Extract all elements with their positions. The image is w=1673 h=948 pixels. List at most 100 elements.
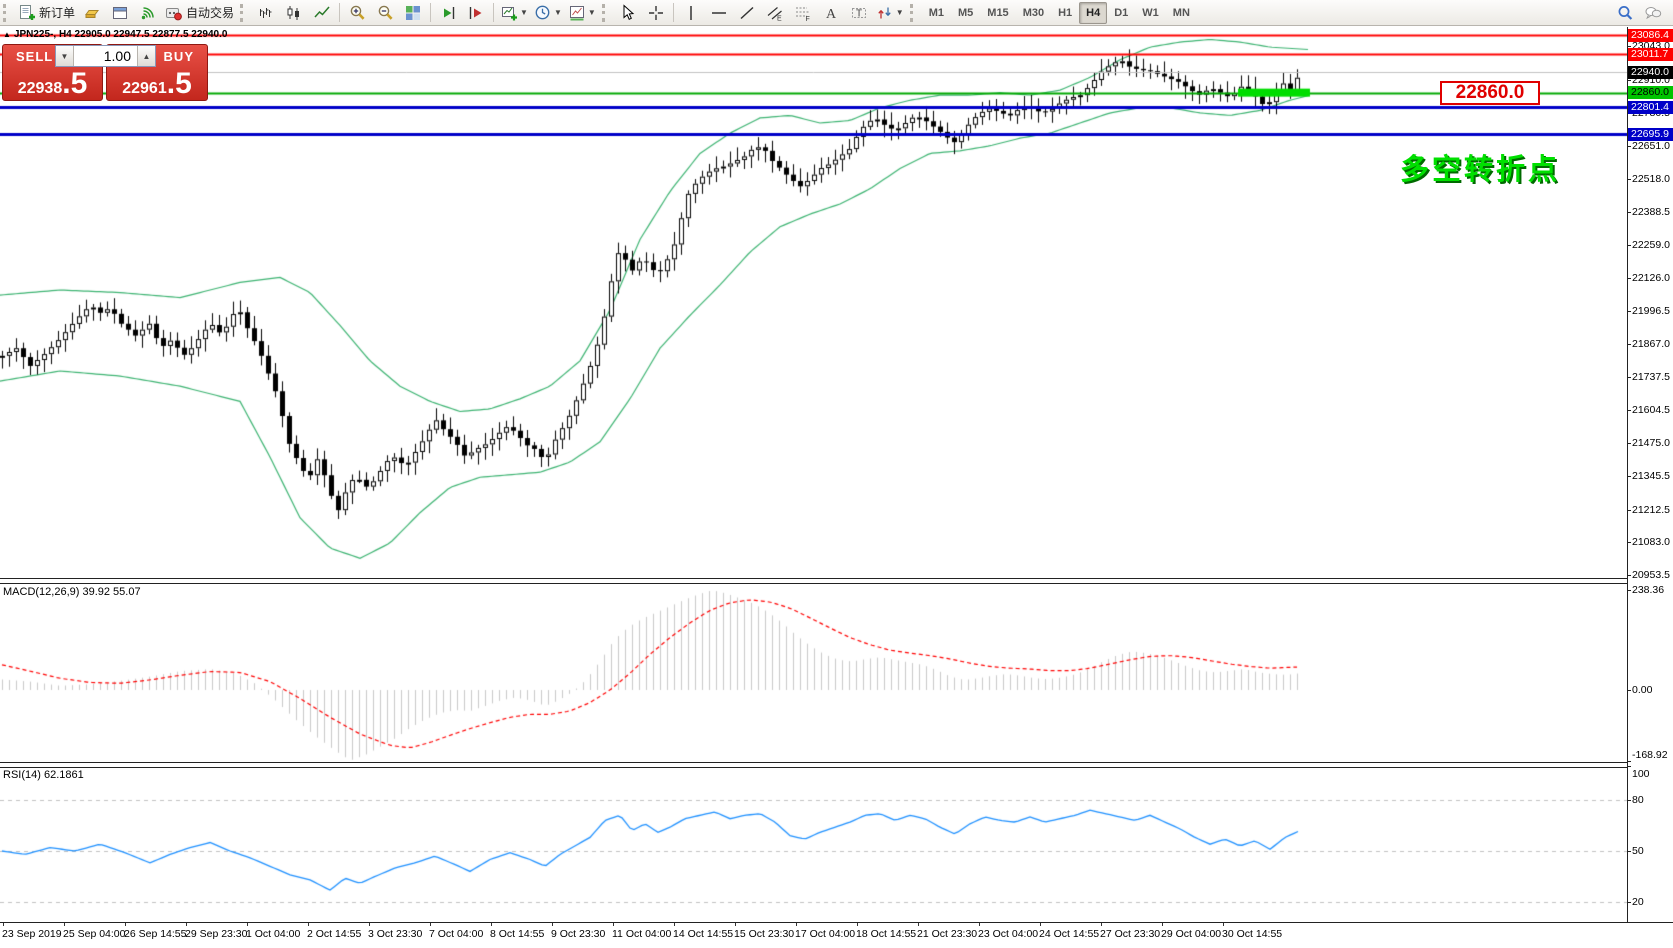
time-axis-tick-mark bbox=[1040, 923, 1041, 926]
autotrading-button[interactable]: 自动交易 bbox=[162, 1, 237, 25]
line-chart-button[interactable] bbox=[308, 1, 336, 25]
rsi-pane-canvas[interactable] bbox=[0, 766, 1627, 922]
tf-d1[interactable]: D1 bbox=[1114, 6, 1129, 19]
time-axis-tick-mark bbox=[3, 923, 4, 926]
tf-h4[interactable]: H4 bbox=[1079, 1, 1108, 24]
price-badge: 22695.9 bbox=[1628, 127, 1673, 141]
turning-point-annotation[interactable]: 多空转折点 bbox=[1400, 154, 1561, 186]
volume-value[interactable]: 1.00 bbox=[103, 48, 131, 64]
volume-stepper: ▼ 1.00 ▲ bbox=[55, 45, 156, 67]
time-axis-tick-mark bbox=[979, 923, 980, 926]
candlestick-chart-button[interactable] bbox=[280, 1, 308, 25]
templates-button[interactable]: ▼ bbox=[565, 1, 599, 25]
price-badge: 22940.0 bbox=[1628, 65, 1673, 79]
signals-button[interactable] bbox=[134, 1, 162, 25]
signal-icon bbox=[139, 4, 157, 22]
label-icon: T bbox=[850, 4, 868, 22]
arrows-icon bbox=[876, 4, 894, 22]
vertical-line-button[interactable] bbox=[677, 1, 705, 25]
chart-shift-button[interactable] bbox=[462, 1, 490, 25]
toolbar: 新订单 自动交易 ▼ ▼ ▼ E F A T ▼ M1 M5 M15 M30 H1 H4 D1 W1 MN bbox=[0, 0, 1673, 26]
macd-axis-tick: 0.00 bbox=[1632, 684, 1653, 696]
price-axis-tick-mark bbox=[1627, 145, 1631, 147]
trendline-button[interactable] bbox=[733, 1, 761, 25]
clock-icon bbox=[534, 4, 552, 22]
price-axis-tick-mark bbox=[1627, 542, 1631, 544]
zoom-out-icon bbox=[376, 4, 394, 22]
volume-increase-button[interactable]: ▲ bbox=[137, 46, 155, 66]
zoom-out-button[interactable] bbox=[371, 1, 399, 25]
toolbar-grip[interactable] bbox=[240, 3, 248, 22]
new-order-button[interactable]: 新订单 bbox=[15, 1, 78, 25]
time-axis-label: 29 Sep 23:30 bbox=[185, 928, 248, 940]
pane-splitter[interactable] bbox=[0, 762, 1627, 768]
price-axis-tick-mark bbox=[1627, 509, 1631, 511]
horizontal-line-button[interactable] bbox=[705, 1, 733, 25]
toolbar-grip[interactable] bbox=[3, 3, 11, 22]
buy-label: BUY bbox=[163, 49, 194, 64]
macd-pane-canvas[interactable] bbox=[0, 582, 1627, 762]
pane-splitter[interactable] bbox=[0, 578, 1627, 584]
chat-button[interactable] bbox=[1639, 1, 1667, 25]
price-level-text-box[interactable]: 22860.0 bbox=[1440, 81, 1540, 105]
tf-w1[interactable]: W1 bbox=[1142, 6, 1159, 19]
rsi-axis-tick-mark bbox=[1627, 902, 1631, 903]
price-axis-tick: 21212.5 bbox=[1632, 503, 1670, 516]
time-axis-tick-mark bbox=[857, 923, 858, 926]
tf-h1[interactable]: H1 bbox=[1058, 6, 1073, 19]
price-axis-tick: 21996.5 bbox=[1632, 305, 1670, 318]
new-order-button-label: 新订单 bbox=[39, 6, 76, 20]
one-click-trading-panel: SELL 22938.5 BUY 22961.5 ▼ 1.00 ▲ bbox=[2, 44, 208, 101]
time-axis-tick-mark bbox=[186, 923, 187, 926]
profiles-button[interactable] bbox=[78, 1, 106, 25]
text-button[interactable]: A bbox=[817, 1, 845, 25]
time-axis-border bbox=[0, 922, 1673, 923]
tf-m5[interactable]: M5 bbox=[958, 6, 974, 19]
periods-button[interactable]: ▼ bbox=[531, 1, 565, 25]
arrows-button[interactable]: ▼ bbox=[873, 1, 907, 25]
label-button[interactable]: T bbox=[845, 1, 873, 25]
time-axis-label: 7 Oct 04:00 bbox=[429, 928, 484, 940]
crosshair-button[interactable] bbox=[642, 1, 670, 25]
price-axis-tick-mark bbox=[1627, 376, 1631, 378]
time-axis-tick-mark bbox=[735, 923, 736, 926]
time-axis-label: 11 Oct 04:00 bbox=[612, 928, 672, 940]
toolbar-grip[interactable] bbox=[601, 3, 610, 22]
tf-mn[interactable]: MN bbox=[1172, 6, 1190, 19]
time-axis-label: 21 Oct 23:30 bbox=[917, 928, 978, 940]
time-axis-tick-mark bbox=[1223, 923, 1224, 926]
price-axis-tick-mark bbox=[1627, 179, 1631, 181]
channel-button[interactable]: E bbox=[761, 1, 789, 25]
tf-m1[interactable]: M1 bbox=[928, 6, 944, 19]
tf-m15[interactable]: M15 bbox=[987, 6, 1009, 19]
search-button[interactable] bbox=[1611, 1, 1639, 25]
toolbar-separator bbox=[493, 3, 495, 22]
price-axis-tick: 20953.5 bbox=[1632, 569, 1670, 582]
macd-axis-tick-mark bbox=[1627, 760, 1631, 762]
chevron-down-icon: ▼ bbox=[520, 8, 528, 17]
price-axis-tick-mark bbox=[1627, 244, 1631, 246]
time-axis-tick-mark bbox=[491, 923, 492, 926]
time-axis-label: 29 Oct 04:00 bbox=[1161, 928, 1222, 940]
main-chart-canvas[interactable] bbox=[0, 27, 1627, 578]
tile-windows-button[interactable] bbox=[399, 1, 427, 25]
shift-icon bbox=[467, 4, 485, 22]
new-chart-button[interactable]: ▼ bbox=[497, 1, 531, 25]
fibonacci-button[interactable]: F bbox=[789, 1, 817, 25]
price-axis-tick-mark bbox=[1627, 278, 1631, 280]
price-axis-tick: 21345.5 bbox=[1632, 469, 1670, 482]
cursor-button[interactable] bbox=[614, 1, 642, 25]
toolbar-grip[interactable] bbox=[909, 3, 918, 22]
time-axis-label: 8 Oct 14:55 bbox=[490, 928, 545, 940]
chat-icon bbox=[1644, 4, 1662, 22]
volume-decrease-button[interactable]: ▼ bbox=[56, 46, 74, 66]
market-watch-button[interactable] bbox=[106, 1, 134, 25]
auto-scroll-button[interactable] bbox=[434, 1, 462, 25]
bar-chart-button[interactable] bbox=[252, 1, 280, 25]
tf-m30[interactable]: M30 bbox=[1022, 6, 1045, 19]
collapse-triangle-icon: ▲ bbox=[3, 30, 11, 39]
buy-price: 22961.5 bbox=[122, 67, 192, 100]
new-chart-icon bbox=[500, 4, 518, 22]
price-badge: 22860.0 bbox=[1628, 86, 1673, 100]
zoom-in-button[interactable] bbox=[343, 1, 371, 25]
